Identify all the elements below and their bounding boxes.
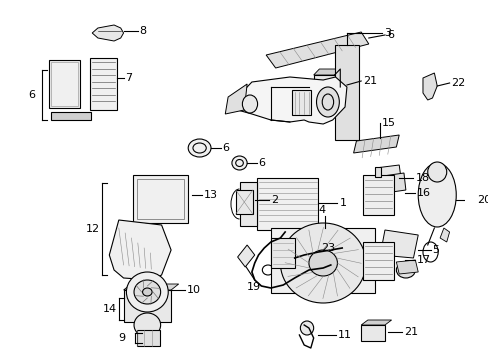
Bar	[51, 62, 78, 106]
Bar	[334, 45, 359, 140]
Text: 11: 11	[337, 330, 351, 340]
Text: 6: 6	[386, 30, 393, 40]
Ellipse shape	[126, 272, 168, 312]
Text: 8: 8	[140, 26, 146, 36]
Text: 6: 6	[28, 90, 36, 100]
Ellipse shape	[188, 139, 211, 157]
Bar	[291, 90, 310, 115]
Bar	[123, 290, 171, 322]
Text: 3: 3	[383, 28, 390, 38]
Bar	[363, 175, 393, 215]
Polygon shape	[422, 73, 436, 100]
Bar	[137, 179, 184, 219]
Polygon shape	[232, 77, 346, 124]
Text: 21: 21	[403, 327, 417, 337]
Text: 7: 7	[125, 73, 132, 83]
Bar	[361, 325, 384, 341]
Polygon shape	[237, 245, 254, 267]
Bar	[363, 242, 393, 280]
Bar	[51, 112, 91, 120]
Ellipse shape	[396, 262, 414, 278]
Bar	[313, 75, 334, 93]
Polygon shape	[361, 320, 391, 325]
Bar	[239, 182, 256, 226]
Polygon shape	[313, 69, 340, 75]
Polygon shape	[439, 228, 448, 242]
Text: 4: 4	[318, 205, 325, 215]
Text: 20: 20	[476, 195, 488, 205]
Polygon shape	[265, 32, 368, 68]
Ellipse shape	[427, 162, 446, 182]
Polygon shape	[382, 173, 405, 193]
Text: 14: 14	[102, 304, 117, 314]
Bar	[235, 190, 252, 214]
Text: 21: 21	[363, 76, 376, 86]
Polygon shape	[396, 260, 417, 274]
Ellipse shape	[231, 156, 246, 170]
Text: 17: 17	[416, 255, 430, 265]
Ellipse shape	[134, 280, 160, 304]
Text: 10: 10	[187, 285, 201, 295]
Bar	[256, 178, 318, 230]
Text: 5: 5	[431, 245, 439, 255]
Text: 6: 6	[222, 143, 229, 153]
Ellipse shape	[280, 223, 365, 303]
Ellipse shape	[417, 163, 455, 227]
Polygon shape	[353, 135, 398, 153]
Polygon shape	[109, 220, 171, 280]
Text: 6: 6	[258, 158, 265, 168]
Text: 12: 12	[85, 224, 100, 234]
Ellipse shape	[134, 313, 160, 337]
Bar	[133, 175, 188, 223]
Bar	[375, 167, 380, 177]
Ellipse shape	[316, 87, 339, 117]
Polygon shape	[225, 84, 246, 114]
Ellipse shape	[242, 95, 257, 113]
Text: 22: 22	[450, 78, 465, 88]
Ellipse shape	[300, 321, 313, 335]
Text: 16: 16	[416, 188, 430, 198]
Text: 1: 1	[339, 198, 346, 208]
Bar	[270, 238, 294, 268]
Bar	[137, 330, 160, 346]
Polygon shape	[92, 25, 123, 41]
Polygon shape	[380, 230, 417, 258]
Text: 9: 9	[118, 333, 125, 343]
Text: 13: 13	[203, 190, 217, 200]
Bar	[270, 228, 375, 293]
Text: 19: 19	[246, 282, 261, 292]
Text: 15: 15	[381, 118, 395, 128]
Text: 18: 18	[414, 173, 428, 183]
Bar	[49, 60, 80, 108]
Bar	[90, 58, 117, 110]
Text: 2: 2	[270, 195, 278, 205]
Ellipse shape	[308, 250, 337, 276]
Ellipse shape	[142, 288, 152, 296]
Polygon shape	[375, 165, 401, 189]
Text: 23: 23	[321, 243, 335, 253]
Polygon shape	[123, 284, 178, 290]
